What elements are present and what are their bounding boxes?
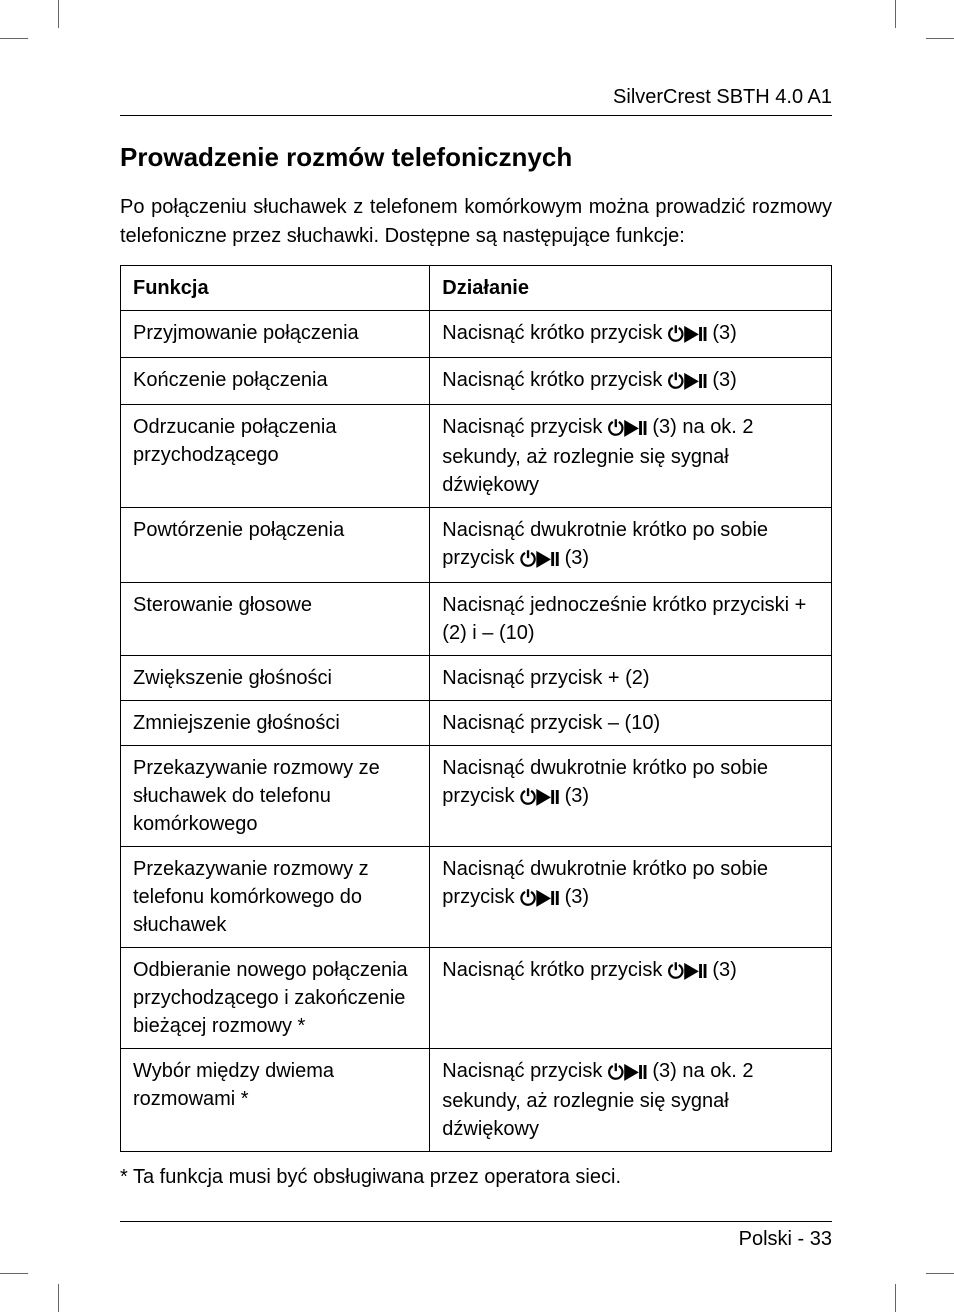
action-cell: Nacisnąć dwukrotnie krótko po sobie przy… (430, 508, 832, 583)
crop-mark (0, 38, 28, 39)
table-row: Zwiększenie głośnościNacisnąć przycisk +… (121, 656, 832, 701)
crop-mark (895, 0, 896, 28)
table-row: Sterowanie głosoweNacisnąć jednocześnie … (121, 583, 832, 656)
function-cell: Sterowanie głosowe (121, 583, 430, 656)
table-header-row: Funkcja Działanie (121, 266, 832, 311)
crop-mark (926, 1273, 954, 1274)
action-cell: Nacisnąć krótko przycisk ⏻▶II (3) (430, 358, 832, 405)
function-cell: Odrzucanie połączenia przychodzącego (121, 405, 430, 508)
power-play-pause-icon: ⏻▶II (520, 784, 559, 812)
section-title: Prowadzenie rozmów telefonicznych (120, 142, 832, 173)
table-header-action: Działanie (430, 266, 832, 311)
page-content: SilverCrest SBTH 4.0 A1 Prowadzenie rozm… (120, 86, 832, 1251)
table-row: Odrzucanie połączenia przychodzącegoNaci… (121, 405, 832, 508)
header-product-name: SilverCrest SBTH 4.0 A1 (120, 86, 832, 109)
table-header-function: Funkcja (121, 266, 430, 311)
function-cell: Powtórzenie połączenia (121, 508, 430, 583)
function-cell: Kończenie połączenia (121, 358, 430, 405)
table-row: Przekazywanie rozmowy z telefonu komórko… (121, 847, 832, 948)
table-row: Zmniejszenie głośnościNacisnąć przycisk … (121, 701, 832, 746)
function-cell: Przyjmowanie połączenia (121, 311, 430, 358)
function-cell: Przekazywanie rozmowy z telefonu komórko… (121, 847, 430, 948)
function-cell: Zmniejszenie głośności (121, 701, 430, 746)
function-cell: Zwiększenie głośności (121, 656, 430, 701)
power-play-pause-icon: ⏻▶II (668, 368, 707, 396)
function-cell: Odbieranie nowego połączenia przychodząc… (121, 948, 430, 1049)
power-play-pause-icon: ⏻▶II (668, 321, 707, 349)
table-row: Kończenie połączeniaNacisnąć krótko przy… (121, 358, 832, 405)
action-cell: Nacisnąć krótko przycisk ⏻▶II (3) (430, 948, 832, 1049)
crop-mark (926, 38, 954, 39)
table-row: Przekazywanie rozmowy ze słuchawek do te… (121, 746, 832, 847)
header-rule (120, 115, 832, 116)
action-cell: Nacisnąć przycisk ⏻▶II (3) na ok. 2 seku… (430, 405, 832, 508)
action-cell: Nacisnąć przycisk + (2) (430, 656, 832, 701)
action-cell: Nacisnąć krótko przycisk ⏻▶II (3) (430, 311, 832, 358)
table-row: Przyjmowanie połączeniaNacisnąć krótko p… (121, 311, 832, 358)
power-play-pause-icon: ⏻▶II (608, 1059, 647, 1087)
section-intro: Po połączeniu słuchawek z telefonem komó… (120, 193, 832, 251)
footnote: * Ta funkcja musi być obsługiwana przez … (120, 1166, 832, 1189)
footer-rule (120, 1221, 832, 1222)
power-play-pause-icon: ⏻▶II (520, 546, 559, 574)
action-cell: Nacisnąć przycisk – (10) (430, 701, 832, 746)
functions-table: Funkcja Działanie Przyjmowanie połączeni… (120, 265, 832, 1152)
crop-mark (58, 0, 59, 28)
crop-mark (0, 1273, 28, 1274)
action-cell: Nacisnąć dwukrotnie krótko po sobie przy… (430, 847, 832, 948)
action-cell: Nacisnąć przycisk ⏻▶II (3) na ok. 2 seku… (430, 1049, 832, 1152)
action-cell: Nacisnąć dwukrotnie krótko po sobie przy… (430, 746, 832, 847)
table-row: Powtórzenie połączeniaNacisnąć dwukrotni… (121, 508, 832, 583)
action-cell: Nacisnąć jednocześnie krótko przyciski +… (430, 583, 832, 656)
function-cell: Wybór między dwiema rozmowami * (121, 1049, 430, 1152)
page-footer: Polski - 33 (120, 1228, 832, 1251)
power-play-pause-icon: ⏻▶II (520, 885, 559, 913)
function-cell: Przekazywanie rozmowy ze słuchawek do te… (121, 746, 430, 847)
power-play-pause-icon: ⏻▶II (668, 958, 707, 986)
table-row: Wybór między dwiema rozmowami *Nacisnąć … (121, 1049, 832, 1152)
power-play-pause-icon: ⏻▶II (608, 415, 647, 443)
table-row: Odbieranie nowego połączenia przychodząc… (121, 948, 832, 1049)
crop-mark (895, 1284, 896, 1312)
crop-mark (58, 1284, 59, 1312)
